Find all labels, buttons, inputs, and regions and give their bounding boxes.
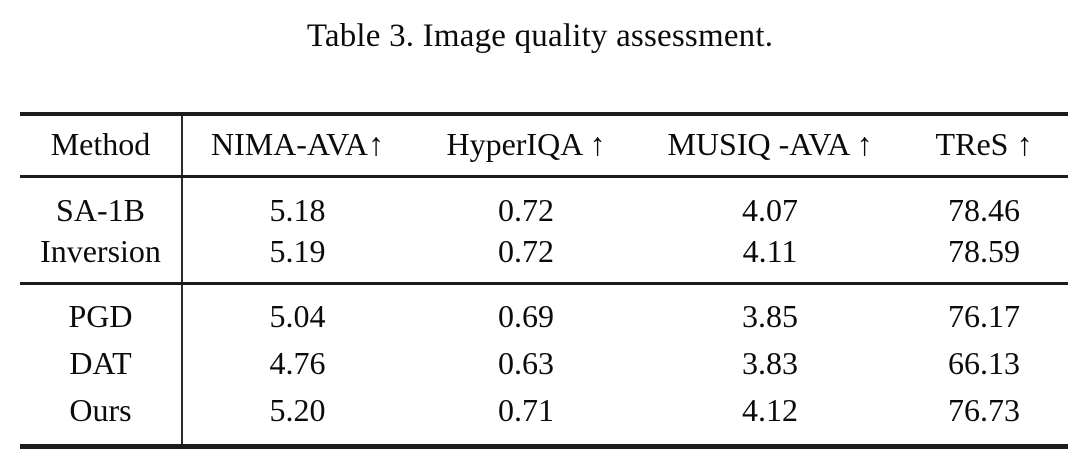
table-row-inversion: Inversion 5.19 0.72 4.11 78.59	[20, 231, 1068, 284]
value-cell: 4.76	[269, 345, 326, 381]
value-cell: 0.63	[498, 345, 554, 381]
value-cell: 4.11	[742, 233, 798, 269]
value-cell: 5.18	[269, 192, 326, 228]
value-cell: 76.73	[948, 392, 1020, 428]
column-header-hyperiqa: HyperIQA ↑	[446, 126, 606, 162]
value-cell: 76.17	[948, 298, 1020, 334]
header-row: Method NIMA-AVA↑ HyperIQA ↑ MUSIQ -AVA ↑…	[20, 114, 1068, 177]
table-section-attacks: PGD 5.04 0.69 3.85 76.17 DAT 4.76 0.63 3…	[20, 283, 1068, 447]
column-header-tres: TReS ↑	[935, 126, 1033, 162]
value-cell: 0.71	[498, 392, 554, 428]
value-cell: 78.46	[948, 192, 1020, 228]
iqa-table: Method NIMA-AVA↑ HyperIQA ↑ MUSIQ -AVA ↑…	[20, 112, 1068, 449]
column-header-nima-ava: NIMA-AVA↑	[210, 126, 385, 162]
value-cell: 78.59	[948, 233, 1020, 269]
method-cell: Inversion	[20, 231, 183, 284]
value-cell: 5.19	[269, 233, 326, 269]
value-cell: 5.20	[269, 392, 326, 428]
value-cell: 4.12	[742, 392, 798, 428]
value-cell: 0.69	[498, 298, 554, 334]
table-caption: Table 3. Image quality assessment.	[306, 18, 774, 54]
column-header-method: Method	[20, 114, 183, 177]
value-cell: 3.85	[742, 298, 798, 334]
table-row-sa-1b: SA-1B 5.18 0.72 4.07 78.46	[20, 176, 1068, 231]
table-row-pgd: PGD 5.04 0.69 3.85 76.17	[20, 283, 1068, 340]
method-cell: Ours	[20, 387, 183, 447]
method-cell: PGD	[20, 283, 183, 340]
value-cell: 0.72	[498, 192, 554, 228]
value-cell: 4.07	[742, 192, 798, 228]
value-cell: 66.13	[948, 345, 1020, 381]
value-cell: 5.04	[269, 298, 326, 334]
method-cell: DAT	[20, 340, 183, 387]
table-header: Method NIMA-AVA↑ HyperIQA ↑ MUSIQ -AVA ↑…	[20, 114, 1068, 177]
value-cell: 3.83	[742, 345, 798, 381]
column-header-musiq-ava: MUSIQ -AVA ↑	[667, 126, 873, 162]
table-row-ours: Ours 5.20 0.71 4.12 76.73	[20, 387, 1068, 447]
value-cell: 0.72	[498, 233, 554, 269]
table-section-baselines: SA-1B 5.18 0.72 4.07 78.46 Inversion 5.1…	[20, 176, 1068, 284]
table-row-dat: DAT 4.76 0.63 3.83 66.13	[20, 340, 1068, 387]
method-cell: SA-1B	[20, 176, 183, 231]
